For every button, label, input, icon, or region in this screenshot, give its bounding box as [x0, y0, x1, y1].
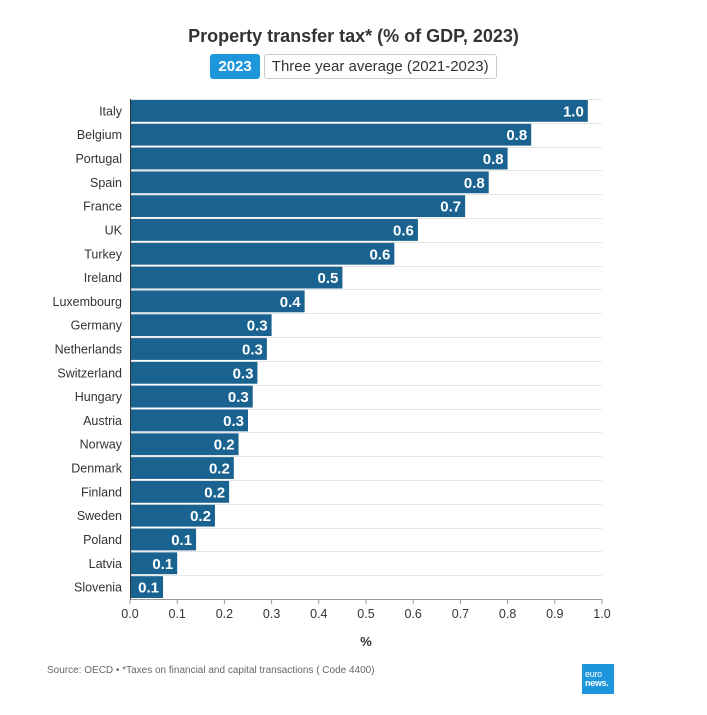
- data-label: 0.6: [369, 246, 390, 263]
- data-label: 0.6: [393, 222, 414, 239]
- x-tick-label: 0.9: [546, 607, 563, 621]
- x-tick-label: 1.0: [593, 607, 610, 621]
- category-label: France: [83, 200, 122, 214]
- category-label: UK: [105, 223, 123, 237]
- data-label: 0.3: [233, 365, 254, 382]
- data-label: 0.5: [318, 270, 339, 287]
- bar-poland: [130, 528, 197, 551]
- x-tick-label: 0.5: [357, 607, 374, 621]
- data-label: 0.3: [228, 389, 249, 406]
- tab-three-year-average[interactable]: Three year average (2021-2023): [263, 54, 497, 79]
- x-tick-label: 0.4: [310, 607, 327, 621]
- data-label: 0.1: [138, 580, 159, 597]
- category-label: Germany: [71, 319, 123, 333]
- data-label: 0.8: [483, 151, 504, 168]
- category-label: Norway: [80, 438, 123, 452]
- chart-title: Property transfer tax* (% of GDP, 2023): [188, 26, 519, 46]
- tab-2023[interactable]: 2023: [210, 54, 260, 79]
- bar-denmark: [130, 457, 234, 479]
- bar-switzerland: [130, 361, 258, 384]
- data-label: 1.0: [563, 103, 584, 120]
- category-label: Denmark: [71, 462, 122, 476]
- data-label: 0.1: [171, 532, 192, 549]
- category-label: Belgium: [77, 128, 122, 142]
- bar-netherlands: [130, 338, 267, 360]
- category-label: Turkey: [84, 247, 122, 261]
- data-label: 0.2: [204, 484, 225, 501]
- bar-ireland: [130, 266, 343, 289]
- category-label: Ireland: [84, 271, 122, 285]
- bar-chart: Italy 1.0 Belgium 0.8 Portugal 0.8 Spain 0.8 Fra…: [53, 99, 611, 649]
- data-label: 0.2: [190, 508, 211, 525]
- data-label: 0.3: [242, 342, 263, 359]
- bar-sweden: [130, 504, 215, 527]
- bar-norway: [130, 433, 239, 456]
- category-label: Sweden: [77, 509, 122, 523]
- category-label: Portugal: [75, 152, 122, 166]
- category-label: Switzerland: [57, 366, 122, 380]
- x-tick-label: 0.6: [405, 607, 422, 621]
- source-note: Source: OECD • *Taxes on financial and c…: [47, 665, 375, 676]
- data-label: 0.3: [247, 318, 268, 335]
- category-label: Hungary: [75, 390, 123, 404]
- tab-bar: 2023 Three year average (2021-2023): [0, 54, 707, 79]
- data-label: 0.8: [506, 127, 527, 144]
- bar-belgium: [130, 123, 532, 146]
- data-label: 0.4: [280, 294, 302, 311]
- data-label: 0.3: [223, 413, 244, 430]
- category-label: Luxembourg: [53, 295, 123, 309]
- data-label: 0.8: [464, 175, 485, 192]
- bar-portugal: [130, 147, 508, 170]
- data-label: 0.2: [209, 461, 230, 478]
- bar-hungary: [130, 385, 253, 408]
- data-label: 0.2: [214, 437, 235, 454]
- logo-line-2: news.: [585, 678, 609, 688]
- category-label: Austria: [83, 414, 122, 428]
- x-tick-label: 0.8: [499, 607, 516, 621]
- data-label: 0.1: [152, 556, 173, 573]
- x-tick-label: 0.0: [121, 607, 138, 621]
- x-axis-title: %: [360, 634, 372, 649]
- category-label: Netherlands: [55, 343, 122, 357]
- category-label: Finland: [81, 485, 122, 499]
- bar-germany: [130, 314, 272, 337]
- euronews-logo: euro news.: [582, 664, 614, 694]
- category-label: Italy: [99, 104, 123, 118]
- bar-uk: [130, 219, 418, 241]
- category-label: Poland: [83, 533, 122, 547]
- bar-turkey: [130, 242, 395, 265]
- x-tick-label: 0.1: [169, 607, 186, 621]
- bar-slovenia: [130, 576, 164, 598]
- bar-luxembourg: [130, 290, 305, 313]
- bar-france: [130, 195, 466, 218]
- category-label: Slovenia: [74, 581, 122, 595]
- bar-austria: [130, 409, 248, 432]
- x-tick-label: 0.2: [216, 607, 233, 621]
- bar-latvia: [130, 552, 178, 575]
- category-label: Latvia: [89, 557, 122, 571]
- bar-finland: [130, 480, 230, 503]
- logo-line-1: euro: [585, 669, 602, 679]
- x-tick-label: 0.3: [263, 607, 280, 621]
- category-label: Spain: [90, 176, 122, 190]
- data-label: 0.7: [440, 199, 461, 216]
- x-tick-label: 0.7: [452, 607, 469, 621]
- bar-spain: [130, 171, 489, 194]
- bar-italy: [130, 100, 588, 122]
